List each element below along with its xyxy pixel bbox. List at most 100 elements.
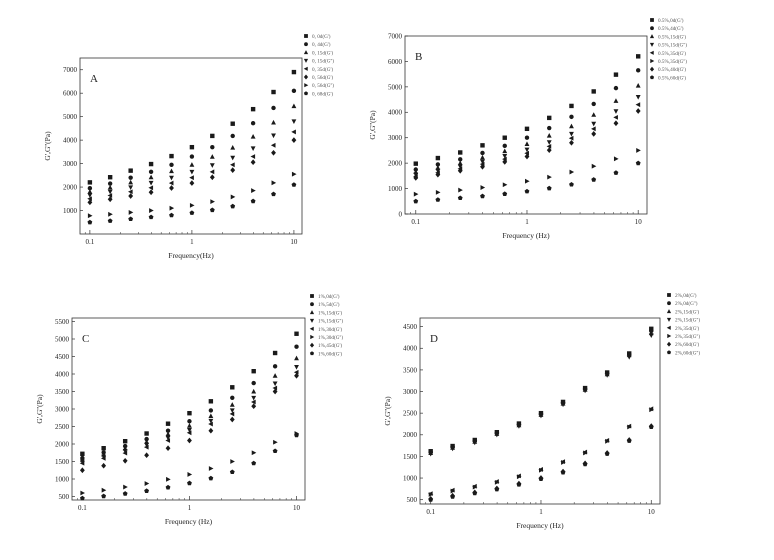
data-point <box>79 495 85 501</box>
y-tick-label: 1500 <box>55 458 70 466</box>
data-point <box>143 444 149 450</box>
x-axis-label: Frequency (Hz) <box>502 231 550 240</box>
series-2 <box>413 82 641 175</box>
chart-panel-a: 1000 2000 3000 4000 5000 6000 7000 0.1 1 10 Freque… <box>43 57 303 260</box>
legend-marker <box>667 333 672 339</box>
data-point <box>604 373 610 378</box>
legend-entry: 0, 56d(G') <box>312 74 333 81</box>
data-point <box>101 446 106 451</box>
data-point <box>189 175 194 181</box>
data-point <box>502 148 508 154</box>
data-point <box>189 180 195 186</box>
data-point <box>413 191 419 197</box>
legend-marker <box>666 317 672 322</box>
data-point <box>230 133 235 139</box>
data-point <box>591 177 597 182</box>
data-point <box>250 154 256 159</box>
data-point <box>189 154 195 159</box>
legend-entry: 2%,0d(G') <box>675 292 697 299</box>
x-axis-label: Frequency (Hz) <box>516 521 564 530</box>
series-5 <box>413 148 641 197</box>
legend-entry: 0.5%,15d(G') <box>658 33 686 40</box>
series-4 <box>413 102 641 179</box>
data-point <box>291 137 297 143</box>
data-point <box>251 399 256 405</box>
data-point <box>165 445 171 452</box>
series-0 <box>87 69 297 185</box>
data-point <box>272 388 278 395</box>
data-point <box>165 421 171 426</box>
data-point <box>230 203 236 209</box>
data-point <box>87 213 93 219</box>
legend-entry: 0.5%,4d(G') <box>658 25 684 32</box>
data-point <box>187 428 192 433</box>
data-point <box>108 211 113 217</box>
legend-marker <box>666 350 672 355</box>
legend-entry: 0.5%,60d(G') <box>658 74 686 81</box>
data-point <box>635 82 641 88</box>
data-point <box>591 121 597 127</box>
data-point <box>457 167 463 174</box>
data-point <box>107 193 113 198</box>
data-point <box>291 182 297 187</box>
y-tick-label: 3000 <box>388 134 403 142</box>
data-point <box>626 354 632 360</box>
series-7 <box>428 424 654 502</box>
legend: 2%,0d(G')2%,0d(G'')2%,15d(G') 2%,15d(G'')… <box>666 292 700 356</box>
legend-entry: 0.5%,15d(G'') <box>658 42 687 49</box>
data-point <box>480 159 485 165</box>
data-point <box>208 466 214 471</box>
data-point <box>165 484 171 490</box>
data-point <box>271 119 276 125</box>
data-point <box>101 487 107 493</box>
data-point <box>583 450 588 456</box>
data-point <box>122 450 128 456</box>
data-point <box>107 189 113 195</box>
y-tick-label: 1000 <box>388 185 403 193</box>
data-point <box>569 169 575 175</box>
data-point <box>635 54 641 59</box>
data-point <box>569 103 574 109</box>
data-point <box>251 395 257 401</box>
series-0 <box>413 54 641 166</box>
y-tick-label: 2000 <box>388 160 403 168</box>
legend-marker <box>649 75 655 80</box>
data-point <box>144 481 150 486</box>
y-tick-label: 4000 <box>388 109 403 117</box>
y-tick-label: 1500 <box>403 453 418 461</box>
data-point <box>107 184 113 190</box>
plot-frame <box>404 35 648 215</box>
y-tick-label: 3000 <box>63 160 78 168</box>
data-point <box>250 106 256 112</box>
data-point <box>148 189 154 196</box>
legend-entry: 2%,15d(G') <box>675 308 699 315</box>
data-point <box>271 149 276 156</box>
legend-marker <box>649 50 654 55</box>
data-point <box>291 69 297 75</box>
data-point <box>525 178 530 184</box>
data-point <box>480 163 485 170</box>
data-point <box>169 162 174 167</box>
data-point <box>604 451 610 456</box>
data-point <box>187 472 193 477</box>
y-tick-label: 6000 <box>63 90 78 98</box>
y-tick-label: 1000 <box>403 474 418 482</box>
data-point <box>582 461 588 467</box>
series-7 <box>87 182 297 225</box>
y-tick-label: 5000 <box>388 83 403 91</box>
y-tick-label: 500 <box>407 496 418 504</box>
series-1 <box>428 328 654 455</box>
x-tick-label: 10 <box>635 218 643 226</box>
data-point <box>291 88 297 94</box>
data-point <box>502 143 507 149</box>
series-2 <box>87 103 297 194</box>
data-point <box>480 154 485 160</box>
data-point <box>250 133 256 139</box>
x-tick-label: 10 <box>648 508 656 516</box>
series-7 <box>79 432 299 501</box>
data-point <box>272 350 278 356</box>
data-point <box>648 333 654 338</box>
data-point <box>187 419 192 424</box>
data-point <box>101 493 107 499</box>
